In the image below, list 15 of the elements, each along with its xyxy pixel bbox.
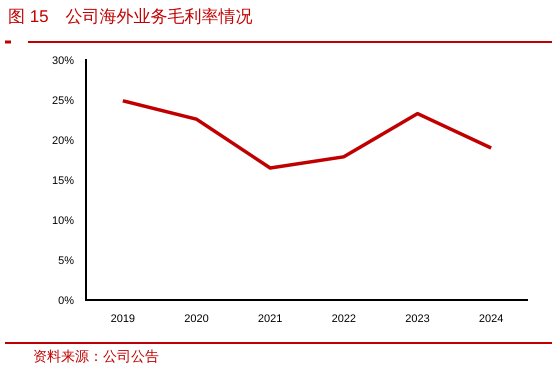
x-tick-label: 2022 xyxy=(332,313,356,325)
y-tick-label: 10% xyxy=(52,215,74,227)
title: 图 15 公司海外业务毛利率情况 xyxy=(8,7,253,26)
y-tick-label: 15% xyxy=(52,175,74,187)
y-tick-label: 25% xyxy=(52,95,74,107)
y-tick-label: 30% xyxy=(52,55,74,67)
x-tick-label: 2021 xyxy=(258,313,282,325)
text: 资料来源：公司公告 xyxy=(33,348,159,364)
x-tick-label: 2019 xyxy=(110,313,136,325)
y-tick-label: 0% xyxy=(58,295,74,307)
x-tick-label: 2023 xyxy=(405,313,430,325)
x-tick-label: 2024 xyxy=(478,313,504,325)
x-tick-label: 2020 xyxy=(184,313,209,325)
y-tick-label: 20% xyxy=(52,135,74,147)
y-tick-label: 5% xyxy=(58,255,74,267)
